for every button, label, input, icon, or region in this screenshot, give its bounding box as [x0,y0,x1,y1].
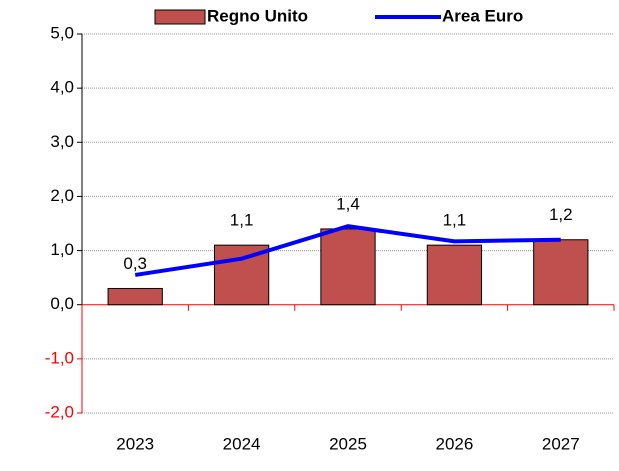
data-label: 0,3 [123,254,147,273]
x-tick-label: 2027 [542,434,580,453]
x-tick-label: 2026 [435,434,473,453]
y-tick-label: 3,0 [50,132,74,151]
y-tick-label: 4,0 [50,78,74,97]
x-tick-label: 2023 [116,434,154,453]
y-tick-label: 0,0 [50,294,74,313]
y-tick-label: 5,0 [50,23,74,42]
y-tick-label: 2,0 [50,186,74,205]
bar [533,239,589,306]
y-tick-label: -2,0 [45,402,74,421]
legend-label: Area Euro [442,6,523,25]
y-tick-label: 1,0 [50,240,74,259]
data-label: 1,1 [443,211,467,230]
bar [426,244,483,306]
y-tick-label: -1,0 [45,348,74,367]
bar [107,287,163,306]
data-label: 1,2 [549,205,573,224]
legend-swatch [154,9,206,25]
data-label: 1,4 [336,194,360,213]
x-tick-label: 2024 [223,434,261,453]
bar [320,228,376,306]
data-label: 1,1 [230,211,254,230]
legend-label: Regno Unito [207,6,308,25]
line [134,224,561,277]
x-tick-label: 2025 [329,434,367,453]
